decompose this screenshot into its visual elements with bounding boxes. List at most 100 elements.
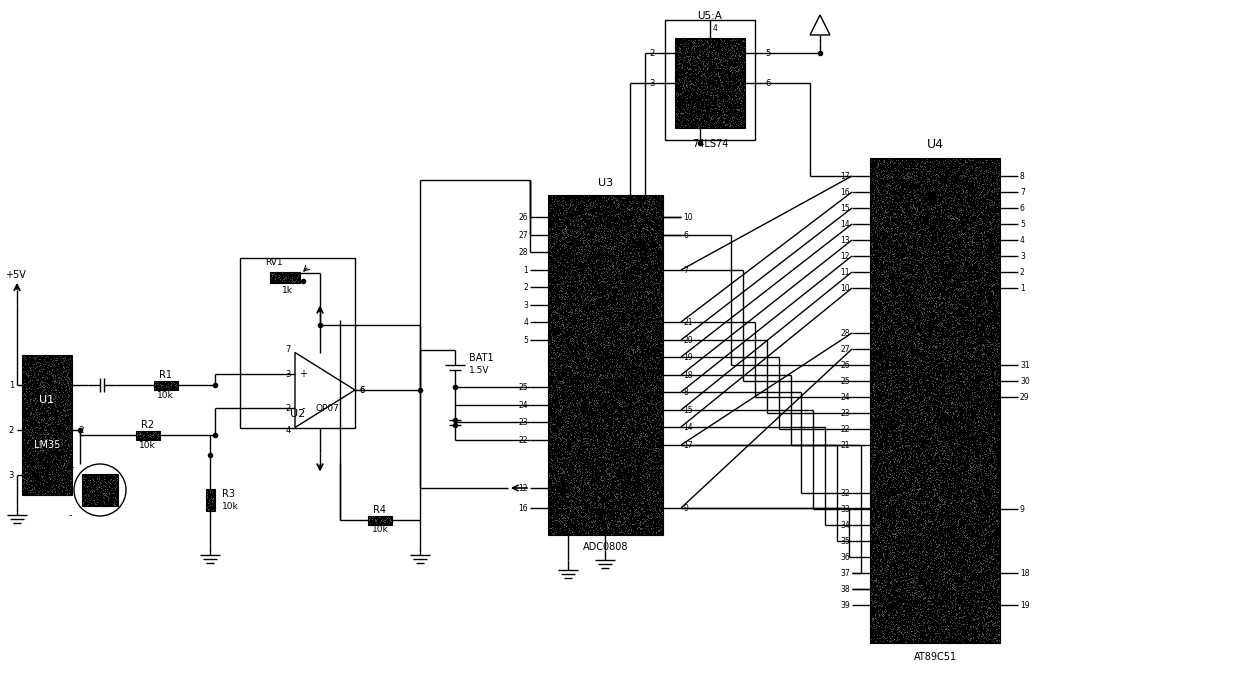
Point [731, 76, 751, 87]
Point [880, 255, 900, 266]
Point [923, 484, 943, 495]
Point [628, 448, 648, 459]
Point [968, 617, 987, 628]
Point [948, 392, 968, 403]
Point [900, 232, 919, 243]
Point [652, 206, 672, 217]
Point [539, 490, 559, 501]
Point [923, 443, 943, 454]
Point [966, 210, 986, 221]
Point [696, 99, 716, 110]
Point [684, 56, 704, 67]
Point [551, 397, 571, 408]
Point [649, 240, 669, 251]
Point [911, 183, 930, 194]
Point [369, 511, 389, 523]
Point [933, 446, 953, 457]
Point [958, 270, 978, 281]
Point [612, 405, 632, 416]
Point [959, 247, 979, 258]
Point [898, 620, 918, 632]
Point [980, 282, 1000, 293]
Point [976, 470, 996, 481]
Point [929, 438, 949, 449]
Point [716, 105, 736, 117]
Point [637, 437, 657, 448]
Point [907, 543, 927, 554]
Point [861, 573, 881, 584]
Point [917, 333, 937, 344]
Point [618, 300, 638, 311]
Point [370, 516, 390, 527]
Point [603, 360, 623, 371]
Point [944, 548, 964, 559]
Point [957, 313, 976, 324]
Point [867, 579, 887, 590]
Point [866, 613, 886, 625]
Point [866, 496, 886, 507]
Point [891, 201, 911, 212]
Point [617, 226, 637, 237]
Point [670, 46, 690, 58]
Point [959, 623, 979, 634]
Point [918, 619, 938, 630]
Point [898, 166, 918, 177]
Point [698, 88, 717, 99]
Point [968, 625, 987, 636]
Point [917, 489, 937, 500]
Point [591, 223, 611, 234]
Point [688, 67, 707, 78]
Point [984, 486, 1004, 497]
Point [942, 492, 961, 503]
Point [908, 617, 928, 628]
Point [928, 559, 948, 570]
Point [600, 238, 620, 249]
Point [549, 491, 569, 502]
Point [902, 484, 922, 496]
Point [545, 448, 565, 459]
Point [593, 395, 613, 406]
Point [937, 285, 957, 296]
Point [880, 566, 900, 577]
Point [648, 408, 668, 419]
Point [947, 497, 966, 508]
Point [912, 532, 932, 543]
Point [628, 340, 648, 351]
Point [896, 459, 916, 471]
Point [907, 473, 927, 484]
Point [626, 468, 646, 480]
Point [866, 574, 886, 585]
Point [582, 294, 602, 305]
Point [634, 346, 654, 357]
Point [901, 553, 921, 564]
Point [862, 411, 882, 422]
Point [634, 370, 654, 381]
Point [933, 333, 953, 344]
Point [945, 435, 965, 446]
Point [595, 458, 615, 469]
Point [639, 484, 659, 496]
Point [686, 109, 706, 120]
Point [579, 528, 598, 539]
Point [644, 385, 664, 396]
Point [969, 441, 989, 452]
Point [601, 217, 621, 228]
Point [673, 112, 693, 123]
Point [904, 501, 924, 512]
Point [696, 74, 716, 85]
Point [17, 403, 37, 414]
Point [932, 271, 952, 282]
Point [929, 584, 949, 595]
Point [895, 255, 914, 266]
Point [885, 550, 904, 561]
Point [864, 186, 883, 197]
Point [906, 210, 926, 221]
Point [727, 34, 747, 45]
Point [587, 512, 607, 523]
Point [707, 67, 727, 78]
Point [875, 304, 895, 315]
Point [900, 623, 919, 634]
Point [550, 207, 570, 218]
Point [589, 408, 608, 419]
Point [543, 509, 563, 520]
